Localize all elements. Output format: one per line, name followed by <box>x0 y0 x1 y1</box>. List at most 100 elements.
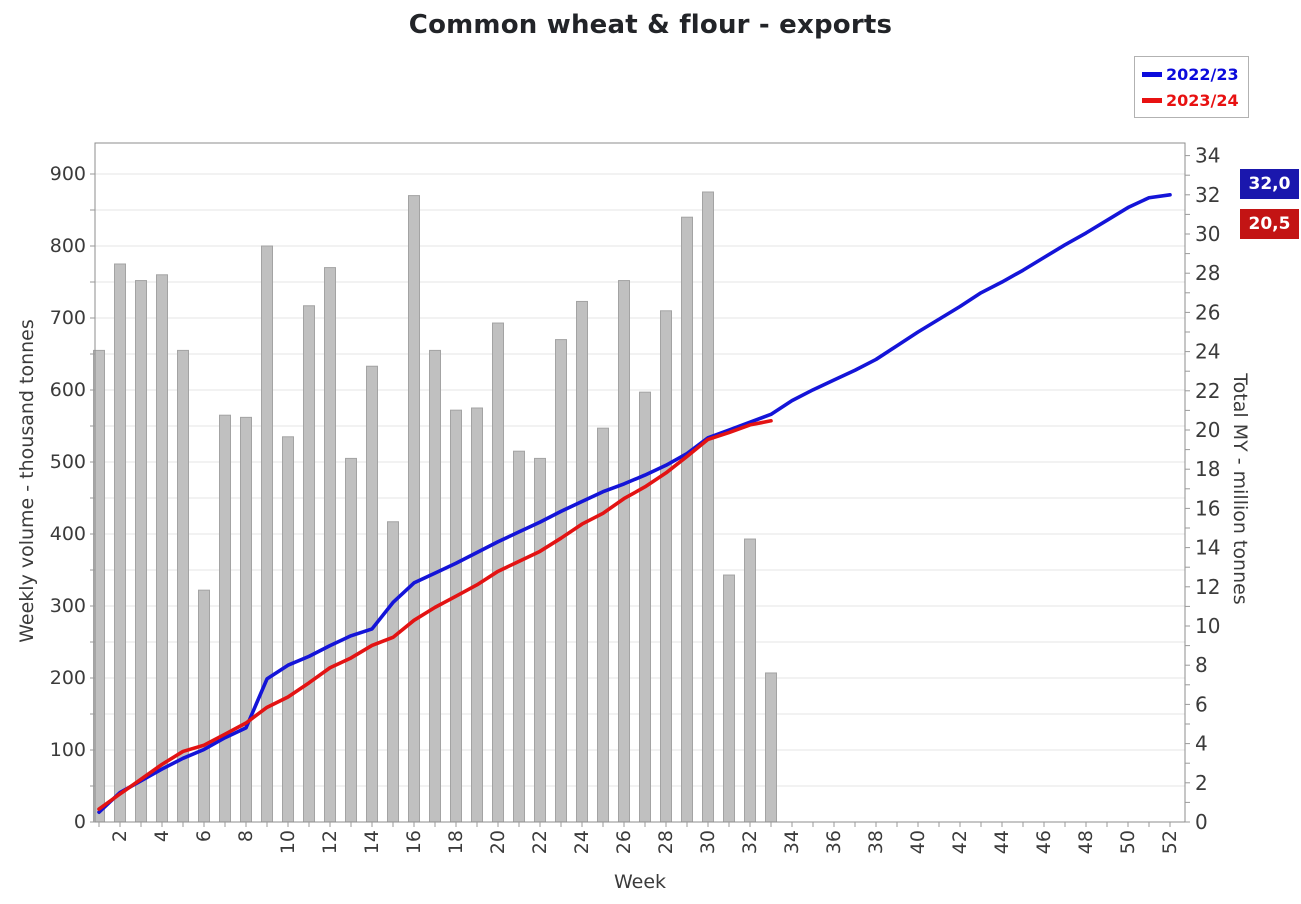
tick-label: 500 <box>50 451 86 473</box>
bar-week-25 <box>597 427 609 823</box>
tick-label: 8 <box>1195 653 1208 677</box>
tick-label: 20 <box>487 830 509 854</box>
tick-label: 14 <box>1195 536 1220 560</box>
tick-label: 28 <box>655 830 677 854</box>
legend-label-2022-23: 2022/23 <box>1166 64 1239 84</box>
tick-label: 22 <box>529 830 551 854</box>
bar-week-31 <box>723 574 735 823</box>
tick-label: 12 <box>319 830 341 854</box>
tick-label: 42 <box>949 830 971 854</box>
tick-label: 16 <box>1195 496 1220 520</box>
bar-week-8 <box>240 416 252 823</box>
tick-label: 34 <box>1195 144 1220 168</box>
legend-item-2022-23: 2022/23 <box>1142 61 1239 87</box>
tick-label: 20 <box>1195 418 1220 442</box>
tick-label: 700 <box>50 307 86 329</box>
bar-week-7 <box>219 414 231 823</box>
bar-week-14 <box>366 365 378 823</box>
tick-label: 2 <box>1195 771 1208 795</box>
tick-label: 4 <box>1195 732 1208 756</box>
tick-label: 48 <box>1075 830 1097 854</box>
tick-label: 100 <box>50 739 86 761</box>
bar-week-18 <box>450 409 462 823</box>
tick-label: 46 <box>1033 830 1055 854</box>
legend-item-2023-24: 2023/24 <box>1142 87 1239 113</box>
tick-label: 10 <box>277 830 299 854</box>
bar-week-2 <box>114 263 126 823</box>
bar-week-28 <box>660 310 672 823</box>
bar-week-21 <box>513 450 525 823</box>
x-axis-title: Week <box>613 871 667 893</box>
bar-week-12 <box>324 267 336 823</box>
tick-label: 2 <box>109 830 131 842</box>
bar-week-9 <box>261 245 273 823</box>
tick-label: 6 <box>1195 692 1208 716</box>
bar-week-11 <box>303 305 315 823</box>
tick-label: 300 <box>50 595 86 617</box>
tick-label: 10 <box>1195 614 1220 638</box>
tick-label: 52 <box>1159 830 1181 854</box>
tick-label: 40 <box>907 830 929 854</box>
bar-week-27 <box>639 391 651 823</box>
bar-week-10 <box>282 436 294 823</box>
tick-label: 8 <box>235 830 257 842</box>
tick-label: 14 <box>361 830 383 854</box>
bar-week-4 <box>156 274 168 823</box>
tick-label: 32 <box>1195 183 1220 207</box>
tick-label: 600 <box>50 379 86 401</box>
tick-label: 4 <box>151 830 173 842</box>
tick-label: 44 <box>991 830 1013 854</box>
x-axis: 2 4 6 8 10 12 14 16 18 20 22 24 26 28 30 32 34 36 38 40 42 44… <box>98 822 1181 854</box>
line-2022-23 <box>97 193 1172 815</box>
tick-label: 6 <box>193 830 215 842</box>
plot-border <box>94 142 1186 823</box>
bar-week-22 <box>534 457 546 823</box>
bar-week-15 <box>387 521 399 823</box>
bar-week-19 <box>471 407 483 823</box>
bar-week-29 <box>681 216 693 823</box>
legend-dash-2023-24-icon <box>1142 97 1162 103</box>
chart-title: Common wheat & flour - exports <box>408 10 893 40</box>
bar-week-24 <box>576 300 588 823</box>
tick-label: 32 <box>739 830 761 854</box>
tick-label: 900 <box>50 163 86 185</box>
tick-label: 400 <box>50 523 86 545</box>
bar-week-17 <box>429 349 441 823</box>
legend: 2022/23 2023/24 <box>1134 56 1249 118</box>
gridlines <box>95 173 1185 787</box>
tick-label: 800 <box>50 235 86 257</box>
legend-label-2023-24: 2023/24 <box>1166 90 1239 110</box>
bar-week-32 <box>744 538 756 823</box>
tick-label: 24 <box>571 830 593 854</box>
bar-week-16 <box>408 195 420 823</box>
tick-label: 36 <box>823 830 845 854</box>
total-badge-2023-24: 20,5 <box>1240 209 1299 239</box>
bar-week-3 <box>135 280 147 823</box>
tick-label: 0 <box>74 811 86 833</box>
tick-label: 30 <box>1195 222 1220 246</box>
tick-label: 0 <box>1195 810 1208 834</box>
tick-label: 200 <box>50 667 86 689</box>
tick-label: 30 <box>697 830 719 854</box>
bar-week-6 <box>198 589 210 823</box>
tick-label: 28 <box>1195 261 1220 285</box>
bars-weekly-volume <box>93 191 777 823</box>
tick-label: 22 <box>1195 379 1220 403</box>
bar-week-33 <box>765 672 777 823</box>
left-axis: 0 100 200 300 400 500 600 700 800 900 <box>50 163 95 833</box>
left-axis-title: Weekly volume - thousand tonnes <box>16 319 38 643</box>
right-axis-title: Total MY - million tonnes <box>1229 373 1251 605</box>
tick-label: 26 <box>1195 300 1220 324</box>
tick-label: 18 <box>1195 457 1220 481</box>
tick-label: 26 <box>613 830 635 854</box>
line-2023-24 <box>97 418 773 811</box>
bar-week-30 <box>702 191 714 823</box>
tick-label: 38 <box>865 830 887 854</box>
bar-week-13 <box>345 457 357 823</box>
tick-label: 24 <box>1195 340 1220 364</box>
bar-week-26 <box>618 280 630 823</box>
bar-week-23 <box>555 339 567 823</box>
